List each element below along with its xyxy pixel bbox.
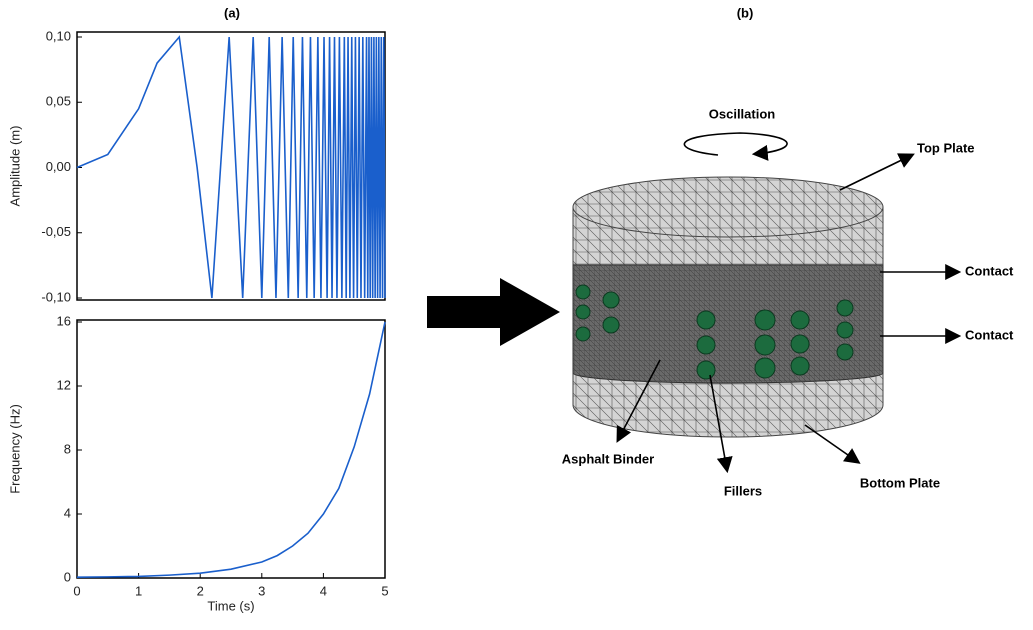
y-tick-label: 0,05 — [46, 94, 71, 109]
y-axis-label: Frequency (Hz) — [7, 404, 22, 494]
y-tick-label: -0,05 — [41, 224, 71, 239]
panel-label: (a) — [224, 5, 240, 20]
diagram-label: Asphalt Binder — [562, 451, 654, 466]
y-tick-label: 0 — [64, 569, 71, 584]
y-axis-label: Amplitude (m) — [7, 126, 22, 207]
plot-frame — [76, 319, 386, 579]
diagram-label: Bottom Plate — [860, 475, 940, 490]
y-tick-label: 12 — [57, 377, 71, 392]
y-tick-label: 4 — [64, 505, 71, 520]
diagram-label: Fillers — [724, 483, 762, 498]
big-arrow — [427, 278, 560, 346]
data-line — [76, 321, 386, 578]
x-tick-label: 2 — [197, 583, 204, 598]
x-axis-label: Time (s) — [207, 598, 254, 613]
y-tick-label: 0,10 — [46, 28, 71, 43]
y-tick-label: 16 — [57, 313, 71, 328]
y-tick-label: 8 — [64, 441, 71, 456]
diagram-label: Oscillation — [709, 106, 776, 121]
diagram-label: Top Plate — [917, 140, 975, 155]
x-tick-label: 4 — [320, 583, 327, 598]
diagram-label: Contact — [965, 327, 1014, 342]
data-line — [76, 35, 386, 299]
x-tick-label: 1 — [135, 583, 142, 598]
x-tick-label: 3 — [258, 583, 265, 598]
annotation-arrows — [616, 132, 962, 474]
panel-label: (b) — [737, 5, 754, 20]
x-tick-label: 5 — [381, 583, 388, 598]
y-tick-label: 0,00 — [46, 159, 71, 174]
x-tick-label: 0 — [73, 583, 80, 598]
diagram-label: Contact — [965, 263, 1014, 278]
y-tick-label: -0,10 — [41, 289, 71, 304]
specimen-model — [572, 176, 884, 438]
